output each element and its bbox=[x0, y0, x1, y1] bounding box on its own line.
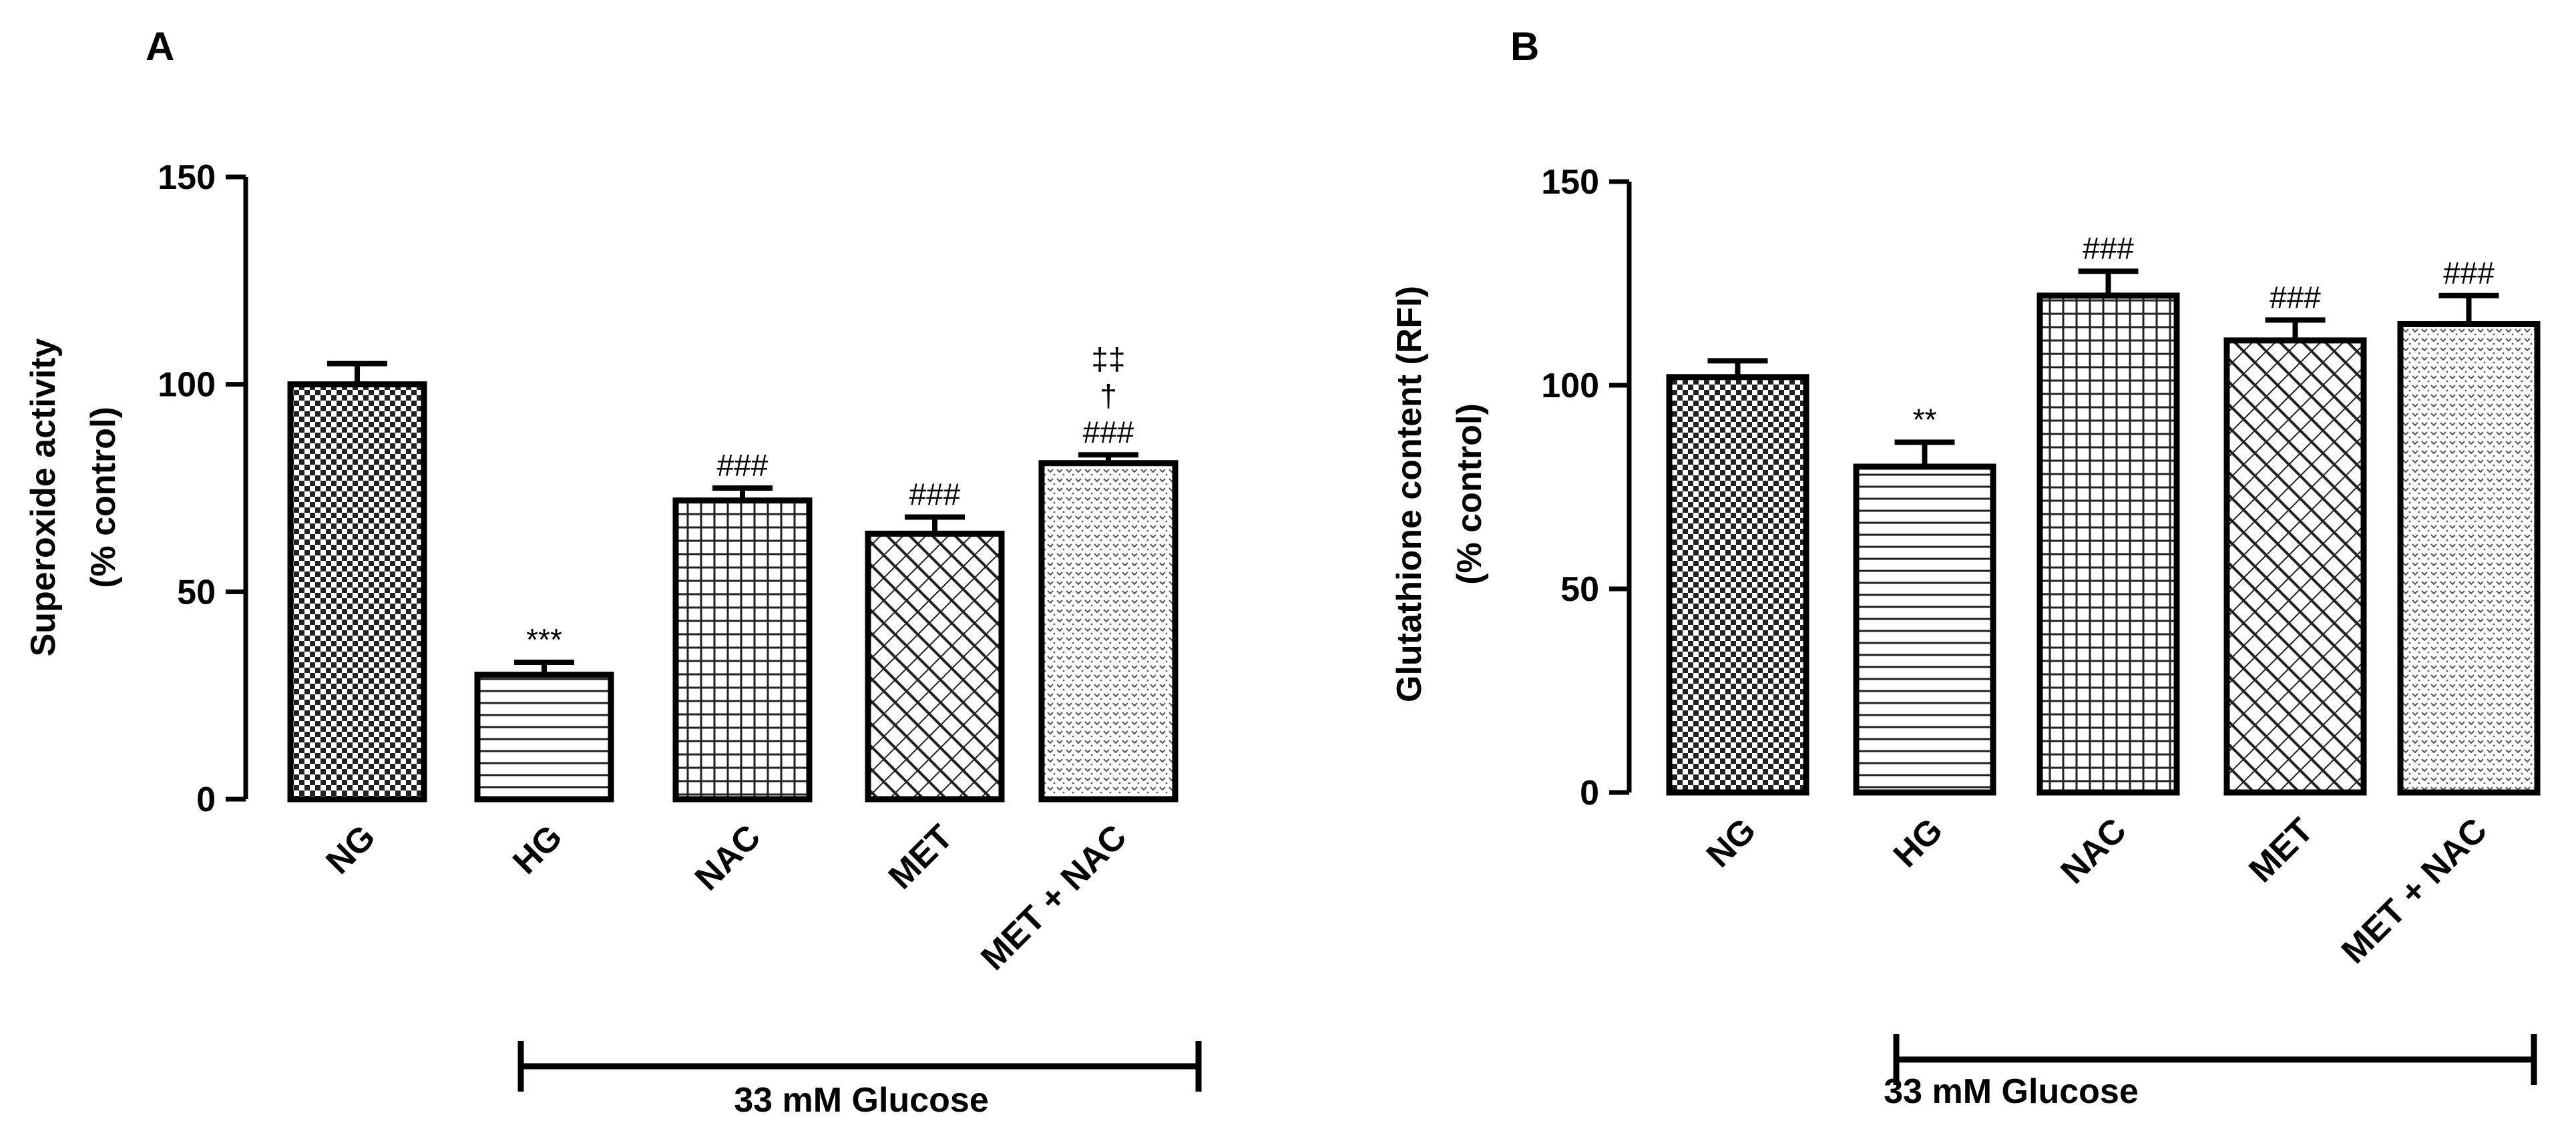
panel-b-group-label: 33 mM Glucose bbox=[1884, 1072, 2138, 1111]
panel-a-y-tick-label: 100 bbox=[158, 366, 216, 405]
panel-a-group-bracket bbox=[517, 1041, 1202, 1092]
panel-a-y-axis-title: Superoxide activity bbox=[24, 338, 63, 657]
panel-a-y-tick-label: 150 bbox=[158, 158, 216, 197]
panel-b-y-axis-subtitle: (% control) bbox=[1450, 403, 1489, 585]
panel-a-significance-mark: ### bbox=[1083, 415, 1134, 449]
panel-a-significance-mark: † bbox=[1100, 378, 1117, 413]
panel-a-significance-mark: ‡‡ bbox=[1091, 341, 1125, 376]
panel-a-annotations: ***#########†‡‡ bbox=[526, 341, 1134, 657]
panel-b-y-tick-label: 100 bbox=[1541, 367, 1599, 405]
panel-b-y-tick-label: 50 bbox=[1560, 570, 1599, 609]
panel-b-x-tick-label: MET + NAC bbox=[2334, 811, 2495, 971]
panel-b-bar bbox=[1666, 374, 1809, 796]
panel-b-x-tick-label: NG bbox=[1699, 811, 1763, 875]
panel-a-bars bbox=[287, 361, 1178, 803]
panel-b-bar bbox=[2223, 337, 2367, 796]
panel-b: B Glutathione content (RFI) (% control) … bbox=[1390, 24, 2541, 1111]
panel-a-x-tick-label: NAC bbox=[688, 817, 769, 898]
panel-b-significance-mark: ** bbox=[1913, 402, 1937, 437]
panel-b-bar bbox=[2036, 292, 2180, 796]
panel-a-x-tick-label: NG bbox=[318, 817, 383, 881]
panel-a-significance-mark: ### bbox=[717, 448, 769, 483]
panel-a-significance-mark: *** bbox=[526, 622, 562, 657]
panel-a-bar bbox=[865, 530, 1005, 803]
panel-b-x-tick-label: NAC bbox=[2053, 811, 2134, 891]
panel-b-x-labels: NG HG NAC MET MET + NAC bbox=[1699, 811, 2495, 971]
panel-b-significance-mark: ### bbox=[2083, 231, 2134, 266]
panel-b-significance-mark: ### bbox=[2443, 256, 2495, 290]
panel-b-y-tick-label: 0 bbox=[1580, 774, 1599, 813]
panel-b-group-bracket bbox=[1893, 1034, 2537, 1085]
panel-b-bars bbox=[1666, 268, 2541, 796]
panel-a-y-tick-label: 50 bbox=[177, 573, 216, 612]
panel-a-significance-mark: ### bbox=[909, 477, 961, 511]
panel-b-bar bbox=[2397, 321, 2541, 796]
panel-a-bar bbox=[474, 672, 614, 803]
panel-b-x-tick-label: MET bbox=[2241, 811, 2321, 890]
panel-b-annotations: ** ### ### ### bbox=[1913, 231, 2495, 437]
panel-a-x-tick-label: MET bbox=[881, 817, 961, 897]
panel-a-x-tick-label: HG bbox=[505, 817, 570, 881]
panel-a-label: A bbox=[146, 24, 174, 69]
panel-b-y-axis: 0 50 100 150 bbox=[1541, 163, 1632, 813]
panel-b-label: B bbox=[1510, 24, 1539, 69]
panel-b-y-axis-title: Glutathione content (RFI) bbox=[1390, 286, 1429, 702]
panel-a-y-axis-subtitle: (% control) bbox=[84, 407, 123, 588]
panel-a-y-axis: 0 50 100 150 bbox=[158, 158, 248, 819]
panel-a-bar bbox=[672, 497, 813, 803]
panel-b-bar bbox=[1853, 463, 1996, 796]
panel-a-x-tick-label: MET + NAC bbox=[974, 817, 1134, 977]
panel-b-significance-mark: ### bbox=[2270, 280, 2321, 314]
panel-a-x-labels: NG HG NAC MET MET + NAC bbox=[318, 817, 1134, 977]
panel-a-bar bbox=[1038, 460, 1178, 803]
panel-b-y-tick-label: 150 bbox=[1541, 163, 1599, 202]
panel-a-y-tick-label: 0 bbox=[196, 780, 216, 819]
panel-b-x-tick-label: HG bbox=[1886, 811, 1950, 875]
panel-a-bar bbox=[287, 381, 427, 803]
panel-a: A Superoxide activity (% control) 0 50 100… bbox=[24, 24, 1202, 1120]
panel-a-group-label: 33 mM Glucose bbox=[734, 1081, 988, 1120]
